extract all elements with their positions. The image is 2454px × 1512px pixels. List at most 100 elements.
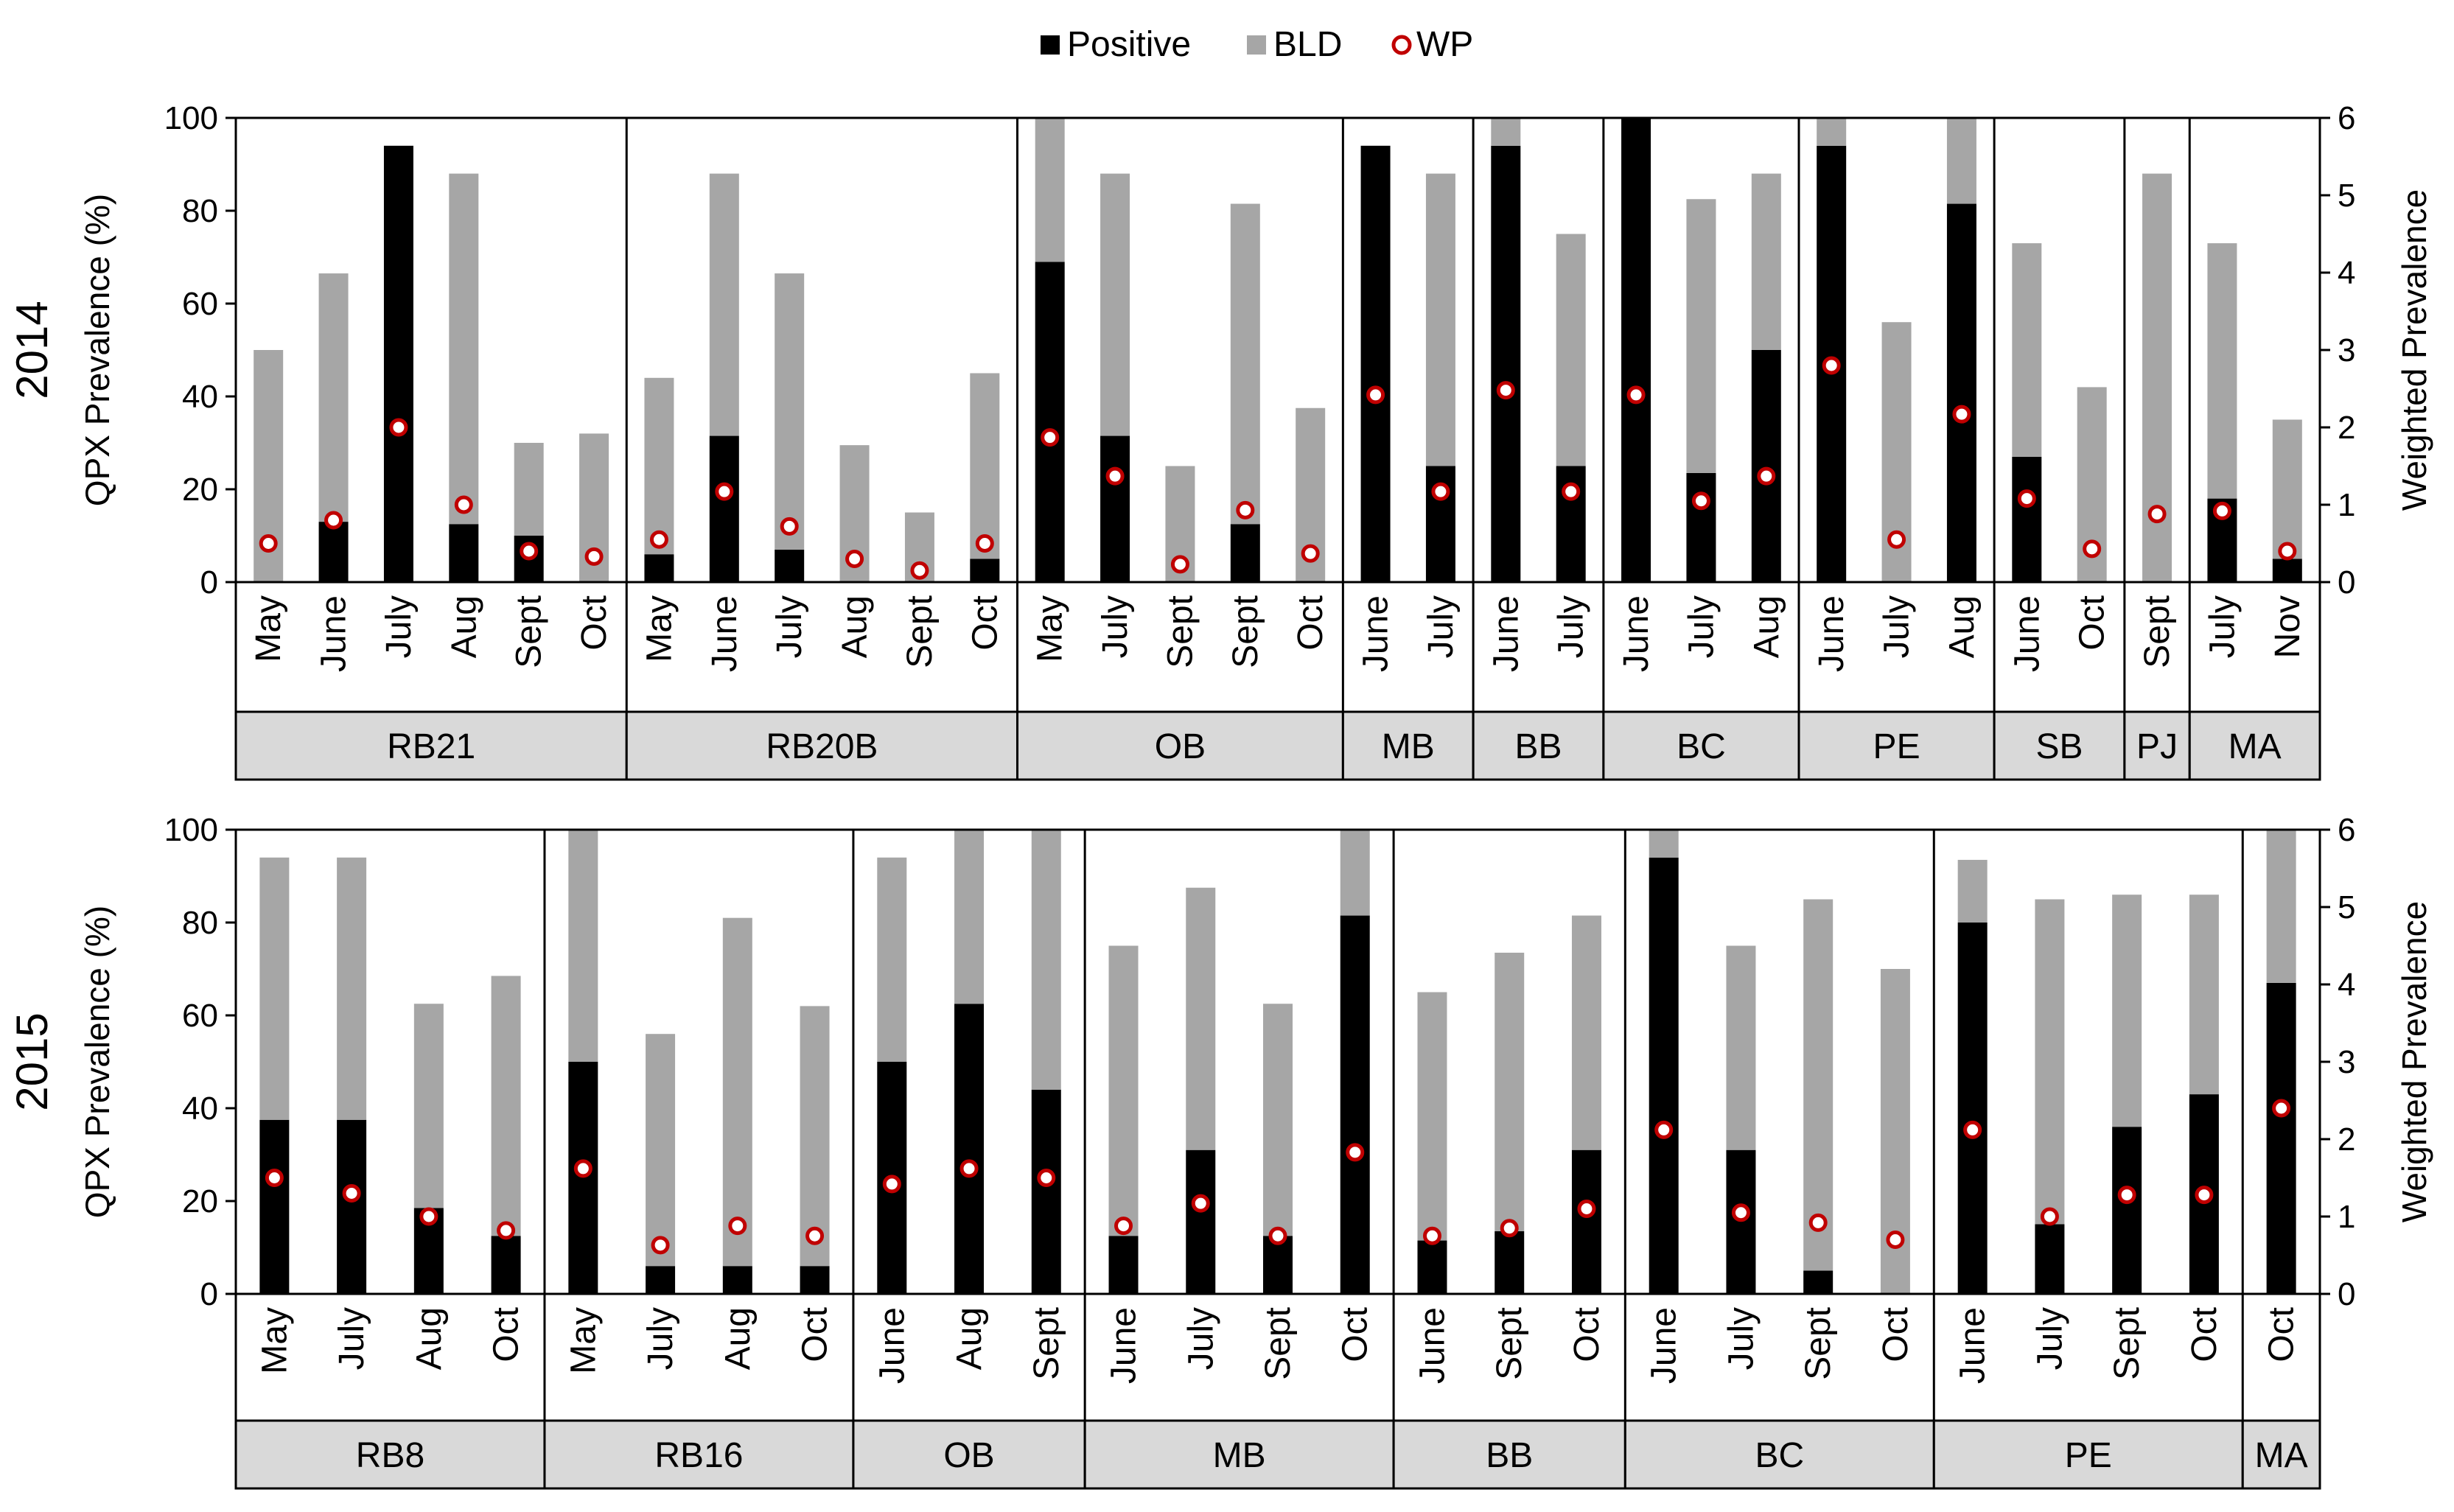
plot-frame [234,828,2321,1295]
wp-marker [1562,482,1581,501]
bar-positive [1946,203,1976,582]
bar-positive [1957,923,1988,1294]
bar-positive [1031,1089,1061,1294]
category-label: June [1812,595,1851,672]
bar-positive [2112,1127,2142,1294]
bar-positive [1108,1236,1139,1294]
group-label: RB8 [356,1436,424,1475]
bar-positive [1230,524,1260,582]
category-label: Aug [719,1307,758,1370]
bar-positive [1100,435,1130,582]
group-label: RB20B [766,727,878,766]
bar-positive [1263,1236,1293,1294]
y2-tick-label: 6 [2338,100,2355,136]
bar-bld [259,857,290,1120]
legend-wp-label: WP [1416,25,1473,64]
category-label: July [332,1307,371,1370]
y2-tick-label: 4 [2338,967,2355,1003]
wp-marker [1654,1120,1674,1139]
bar-positive [800,1266,830,1294]
wp-marker [1952,405,1971,424]
y2-tick-label: 1 [2338,487,2355,523]
bar-bld [646,1034,676,1267]
category-label: June [1105,1307,1144,1384]
wp-marker [2278,542,2297,561]
bar-positive [383,145,413,583]
y2-axis-title: Weighted Prevalence [2395,901,2433,1222]
category-label: July [1552,595,1591,658]
y2-tick-label: 5 [2338,889,2355,925]
bar-positive [449,524,479,582]
y-axis-title: QPX Prevalence (%) [78,194,116,506]
bar-positive [1417,1240,1447,1294]
wp-marker [259,534,278,553]
group-band [1016,710,1344,781]
bar-bld [1817,118,1847,146]
group-band [625,710,1018,781]
bar-bld [1751,173,1781,350]
category-label: July [1181,1307,1220,1370]
wp-marker [882,1175,901,1194]
y-axis-title: QPX Prevalence (%) [78,906,116,1218]
category-label: June [1645,1307,1684,1384]
wp-marker [1366,385,1385,405]
category-label: July [2030,1307,2069,1370]
bar-bld [449,173,479,525]
wp-marker [573,1159,592,1178]
bar-positive [1621,118,1651,582]
y2-tick-label: 5 [2338,178,2355,214]
wp-marker [1822,356,1841,375]
wp-marker [2117,1186,2136,1205]
group-band [543,1419,855,1490]
wp-marker [1691,491,1710,511]
wp-marker [715,482,734,501]
wp-marker [389,418,408,437]
category-label: Sept [1799,1307,1838,1380]
bar-bld [1686,199,1716,473]
wp-marker [2083,539,2102,559]
bar-bld [2012,243,2042,457]
category-label: Sept [901,595,940,668]
category-label: Oct [2185,1307,2224,1362]
legend-bld-label: BLD [1273,25,1342,64]
wp-marker [1626,385,1646,405]
bar-positive [646,1266,676,1294]
category-label: Nov [2268,595,2307,658]
category-label: Sept [1226,595,1265,668]
bar-bld [877,857,907,1062]
category-label: July [770,595,809,658]
category-label: June [1486,595,1525,672]
y-tick-label: 80 [182,193,218,229]
bar-positive [1686,472,1716,582]
bar-bld [514,443,544,536]
wp-marker [1500,1219,1519,1238]
y2-tick-label: 4 [2338,255,2355,291]
bar-positive [1035,262,1065,582]
group-band [1623,1419,1935,1490]
bar-positive [954,1004,985,1294]
group-label: OB [943,1436,994,1475]
category-label: June [1617,595,1656,672]
group-label: SB [2035,727,2083,766]
group-label: RB21 [387,727,475,766]
bar-positive [337,1119,367,1294]
category-label: Oct [1336,1307,1375,1362]
bar-bld [2189,895,2219,1095]
category-label: Oct [965,595,1004,651]
bar-bld [954,830,985,1004]
group-band [1797,710,1996,781]
bar-positive [1495,1231,1525,1294]
y-tick-label: 100 [164,100,218,136]
category-label: Aug [1747,595,1786,658]
wp-marker [1170,555,1189,574]
category-label: Oct [2073,595,2112,651]
y-tick-label: 0 [200,564,218,601]
wp-marker [845,550,864,568]
category-label: June [2007,595,2046,672]
y-tick-label: 20 [182,472,218,508]
bar-bld [2112,895,2142,1127]
bar-bld [1108,945,1139,1236]
y2-tick-label: 2 [2338,1121,2355,1158]
bar-bld [1957,859,1988,923]
category-label: July [1422,595,1461,658]
